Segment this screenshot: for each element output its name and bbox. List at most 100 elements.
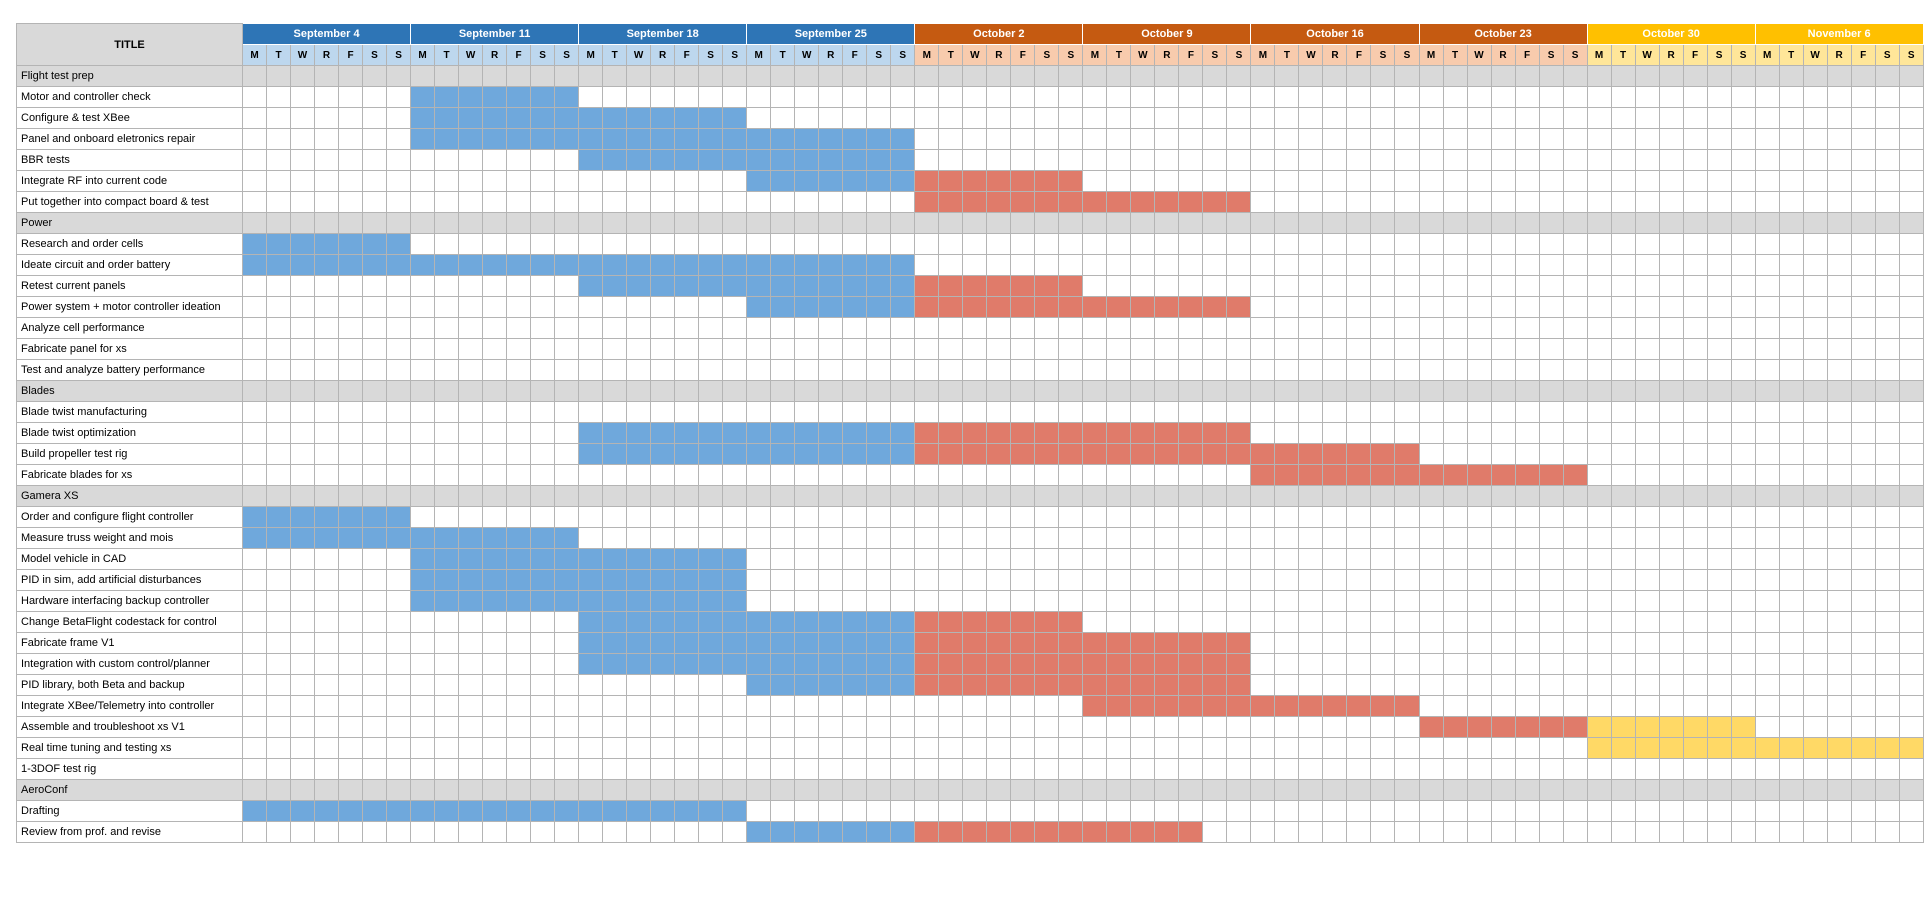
- gantt-bar-cell[interactable]: [242, 527, 267, 549]
- gantt-bar-cell[interactable]: [1730, 737, 1756, 759]
- gantt-bar-cell[interactable]: [410, 527, 436, 549]
- grid-cell[interactable]: [1322, 65, 1348, 87]
- grid-cell[interactable]: [1322, 758, 1348, 780]
- grid-cell[interactable]: [1610, 401, 1636, 423]
- grid-cell[interactable]: [1346, 569, 1372, 591]
- grid-cell[interactable]: [986, 128, 1012, 150]
- grid-cell[interactable]: [698, 779, 724, 801]
- grid-cell[interactable]: [1850, 338, 1876, 360]
- grid-cell[interactable]: [842, 800, 868, 822]
- grid-cell[interactable]: [1226, 401, 1252, 423]
- grid-cell[interactable]: [410, 485, 436, 507]
- grid-cell[interactable]: [1418, 506, 1444, 528]
- grid-cell[interactable]: [1466, 170, 1492, 192]
- grid-cell[interactable]: [866, 548, 892, 570]
- grid-cell[interactable]: [1370, 779, 1396, 801]
- grid-cell[interactable]: [1706, 548, 1732, 570]
- grid-cell[interactable]: [602, 485, 628, 507]
- grid-cell[interactable]: [1850, 65, 1876, 87]
- grid-cell[interactable]: [1562, 611, 1588, 633]
- grid-cell[interactable]: [1874, 800, 1900, 822]
- grid-cell[interactable]: [1250, 422, 1276, 444]
- grid-cell[interactable]: [1658, 800, 1684, 822]
- grid-cell[interactable]: [794, 401, 820, 423]
- gantt-bar-cell[interactable]: [578, 632, 604, 654]
- grid-cell[interactable]: [1274, 65, 1300, 87]
- task-name[interactable]: Hardware interfacing backup controller: [16, 590, 243, 612]
- grid-cell[interactable]: [1778, 695, 1804, 717]
- grid-cell[interactable]: [482, 464, 508, 486]
- grid-cell[interactable]: [962, 212, 988, 234]
- gantt-bar-cell[interactable]: [1058, 170, 1084, 192]
- grid-cell[interactable]: [578, 821, 604, 843]
- gantt-bar-cell[interactable]: [578, 443, 604, 465]
- gantt-bar-cell[interactable]: [602, 611, 628, 633]
- grid-cell[interactable]: [1778, 191, 1804, 213]
- grid-cell[interactable]: [1706, 359, 1732, 381]
- grid-cell[interactable]: [385, 107, 412, 129]
- grid-cell[interactable]: [1850, 695, 1876, 717]
- grid-cell[interactable]: [1850, 443, 1876, 465]
- grid-cell[interactable]: [1538, 380, 1564, 402]
- task-name[interactable]: Research and order cells: [16, 233, 243, 255]
- grid-cell[interactable]: [242, 191, 267, 213]
- grid-cell[interactable]: [434, 401, 460, 423]
- grid-cell[interactable]: [385, 359, 412, 381]
- grid-cell[interactable]: [530, 674, 556, 696]
- grid-cell[interactable]: [914, 380, 940, 402]
- grid-cell[interactable]: [1370, 380, 1396, 402]
- gantt-bar-cell[interactable]: [770, 653, 796, 675]
- grid-cell[interactable]: [1898, 800, 1924, 822]
- grid-cell[interactable]: [1538, 653, 1564, 675]
- grid-cell[interactable]: [1658, 233, 1684, 255]
- grid-cell[interactable]: [458, 275, 484, 297]
- grid-cell[interactable]: [266, 821, 291, 843]
- grid-cell[interactable]: [1394, 716, 1420, 738]
- grid-cell[interactable]: [1898, 380, 1924, 402]
- grid-cell[interactable]: [1394, 401, 1420, 423]
- grid-cell[interactable]: [1658, 317, 1684, 339]
- grid-cell[interactable]: [1610, 632, 1636, 654]
- gantt-bar-cell[interactable]: [578, 590, 604, 612]
- gantt-bar-cell[interactable]: [770, 611, 796, 633]
- grid-cell[interactable]: [1826, 149, 1852, 171]
- grid-cell[interactable]: [1274, 716, 1300, 738]
- grid-cell[interactable]: [554, 443, 580, 465]
- grid-cell[interactable]: [1778, 800, 1804, 822]
- grid-cell[interactable]: [1730, 632, 1756, 654]
- grid-cell[interactable]: [1706, 170, 1732, 192]
- grid-cell[interactable]: [770, 716, 796, 738]
- grid-cell[interactable]: [1850, 485, 1876, 507]
- day-letter[interactable]: F: [338, 44, 363, 66]
- grid-cell[interactable]: [914, 506, 940, 528]
- grid-cell[interactable]: [1322, 821, 1348, 843]
- grid-cell[interactable]: [1658, 359, 1684, 381]
- grid-cell[interactable]: [1490, 296, 1516, 318]
- grid-cell[interactable]: [1370, 359, 1396, 381]
- grid-cell[interactable]: [1514, 758, 1540, 780]
- grid-cell[interactable]: [1154, 359, 1180, 381]
- grid-cell[interactable]: [530, 506, 556, 528]
- grid-cell[interactable]: [1778, 548, 1804, 570]
- gantt-bar-cell[interactable]: [554, 590, 580, 612]
- grid-cell[interactable]: [1178, 401, 1204, 423]
- gantt-bar-cell[interactable]: [1898, 737, 1924, 759]
- grid-cell[interactable]: [1346, 149, 1372, 171]
- grid-cell[interactable]: [1466, 212, 1492, 234]
- grid-cell[interactable]: [1322, 233, 1348, 255]
- gantt-bar-cell[interactable]: [434, 548, 460, 570]
- grid-cell[interactable]: [1106, 737, 1132, 759]
- grid-cell[interactable]: [1586, 254, 1612, 276]
- grid-cell[interactable]: [1370, 548, 1396, 570]
- grid-cell[interactable]: [482, 632, 508, 654]
- grid-cell[interactable]: [506, 212, 532, 234]
- gantt-bar-cell[interactable]: [1034, 275, 1060, 297]
- grid-cell[interactable]: [314, 653, 339, 675]
- gantt-bar-cell[interactable]: [1106, 443, 1132, 465]
- grid-cell[interactable]: [1178, 737, 1204, 759]
- grid-cell[interactable]: [1250, 359, 1276, 381]
- grid-cell[interactable]: [1634, 233, 1660, 255]
- grid-cell[interactable]: [1130, 464, 1156, 486]
- grid-cell[interactable]: [1202, 401, 1228, 423]
- grid-cell[interactable]: [1730, 380, 1756, 402]
